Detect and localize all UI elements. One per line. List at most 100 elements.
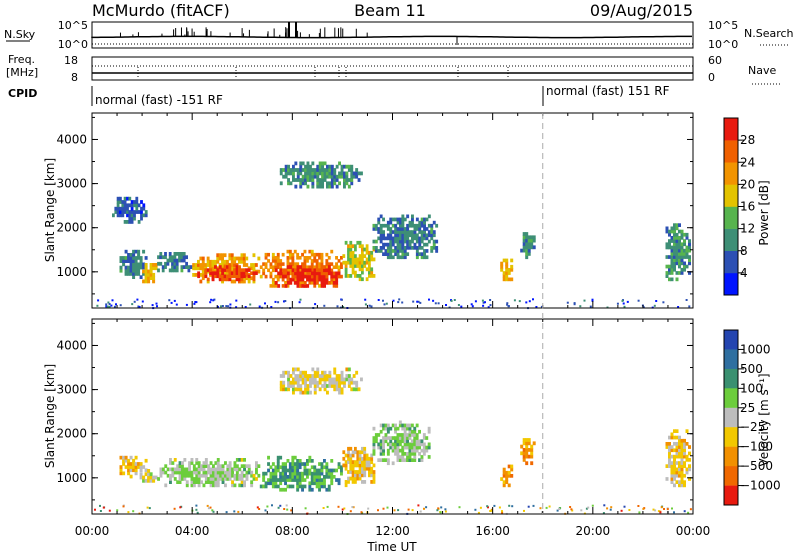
data-cell-3 [323, 465, 326, 470]
data-cell-2 [212, 483, 215, 488]
data-cell-2 [171, 258, 174, 263]
data-cell-0 [134, 455, 138, 460]
data-cell-6 [289, 265, 293, 269]
data-cell-5 [386, 429, 390, 434]
data-cell-4 [354, 450, 357, 455]
data-cell-3 [315, 468, 319, 473]
data-cell-6 [296, 384, 300, 388]
data-cell-4 [228, 268, 232, 272]
data-cell-12 [522, 238, 526, 243]
time-tick-label: 16:00 [475, 524, 510, 538]
data-cell-6 [313, 380, 317, 385]
data-cell-5 [271, 259, 275, 263]
data-cell-2 [190, 458, 194, 462]
data-cell-5 [408, 436, 412, 440]
colorbar-swatch [724, 206, 738, 229]
data-cell-3 [291, 462, 295, 466]
data-cell-3 [257, 269, 261, 274]
data-cell-6 [282, 374, 286, 378]
data-cell-4 [356, 460, 360, 464]
data-cell-5 [377, 442, 381, 447]
data-cell-9 [678, 483, 681, 488]
data-cell-13 [665, 255, 669, 259]
data-cell-2 [247, 464, 251, 468]
data-cell-3 [279, 481, 283, 486]
clutter-cell [687, 511, 690, 514]
data-cell-6 [345, 374, 349, 378]
data-cell-10 [126, 196, 129, 201]
data-cell-8 [423, 236, 426, 241]
data-cell-5 [320, 252, 324, 257]
data-cell-0 [134, 272, 138, 276]
data-cell-7 [356, 240, 360, 245]
data-cell-5 [271, 256, 275, 260]
data-cell-8 [374, 223, 378, 228]
data-cell-7 [349, 250, 353, 255]
data-cell-0 [129, 253, 133, 257]
data-cell-2 [164, 255, 167, 260]
data-cell-5 [332, 277, 336, 282]
data-cell-2 [216, 458, 220, 462]
data-cell-9 [306, 171, 310, 176]
data-cell-5 [389, 436, 393, 440]
clutter-cell [264, 509, 267, 512]
data-cell-7 [358, 267, 362, 272]
data-cell-12 [525, 248, 529, 253]
data-cell-12 [527, 235, 531, 240]
data-cell-5 [293, 265, 297, 269]
data-cell-5 [288, 271, 292, 276]
data-cell-0 [134, 468, 138, 473]
data-cell-7 [358, 264, 362, 268]
colorbar-tick-label: 25 [740, 401, 755, 415]
data-cell-2 [164, 252, 167, 256]
data-cell-9 [675, 448, 679, 453]
data-cell-1 [152, 272, 156, 277]
data-cell-5 [298, 281, 302, 285]
data-cell-3 [271, 484, 275, 489]
data-cell-6 [335, 380, 339, 385]
colorbar-tick-label: 4 [740, 266, 748, 280]
data-cell-9 [670, 470, 674, 475]
clutter-cell [683, 510, 686, 513]
data-cell-5 [406, 433, 409, 437]
data-cell-3 [298, 459, 302, 463]
clutter-cell [249, 303, 252, 306]
data-cell-5 [320, 268, 324, 273]
data-cell-4 [356, 463, 360, 468]
data-cell-3 [276, 455, 280, 460]
data-cell-4 [358, 460, 362, 464]
clutter-cell [94, 508, 96, 511]
data-cell-7 [361, 244, 364, 249]
data-cell-3 [267, 462, 270, 466]
data-cell-5 [401, 458, 405, 462]
data-cell-8 [396, 227, 400, 231]
data-cell-1 [147, 276, 151, 280]
data-cell-3 [291, 478, 295, 482]
data-cell-3 [293, 468, 297, 473]
data-cell-5 [396, 458, 400, 462]
data-cell-0 [142, 272, 146, 276]
data-cell-3 [279, 475, 283, 479]
data-cell-9 [330, 164, 334, 169]
data-cell-3 [313, 465, 317, 470]
data-cell-3 [323, 478, 326, 482]
data-cell-2 [171, 467, 175, 472]
data-cell-2 [243, 464, 246, 468]
data-cell-5 [377, 445, 381, 450]
data-cell-13 [675, 252, 679, 256]
data-cell-3 [318, 478, 321, 482]
data-cell-13 [673, 248, 676, 253]
data-cell-9 [316, 171, 320, 176]
data-cell-3 [325, 462, 329, 466]
data-cell-5 [325, 259, 329, 263]
data-cell-6 [355, 370, 359, 375]
time-tick-label: 08:00 [275, 524, 310, 538]
data-cell-3 [279, 487, 283, 492]
data-cell-2 [185, 470, 189, 475]
data-cell-2 [192, 464, 196, 468]
data-cell-2 [188, 467, 191, 472]
data-cell-2 [216, 470, 220, 475]
clutter-cell [343, 507, 346, 510]
data-cell-3 [320, 471, 324, 476]
